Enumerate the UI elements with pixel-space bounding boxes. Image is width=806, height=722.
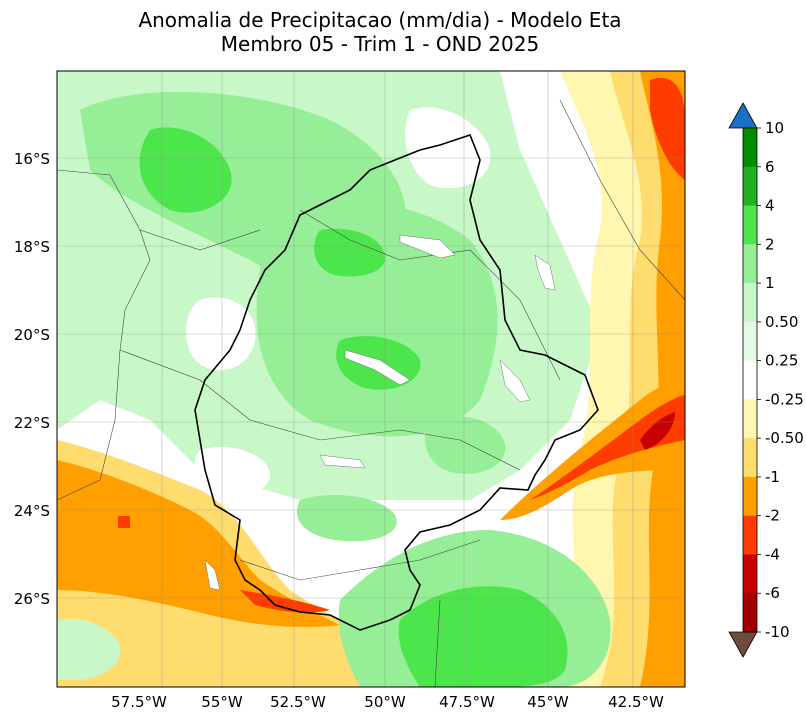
colorbar: 10 6 4 2 1 0.50 0.25 -0.25 -0.50 -1 -2 -4 -6 -10 — [728, 102, 804, 658]
colorbar-label: -0.25 — [765, 390, 804, 408]
lon-label: 50°W — [364, 693, 406, 711]
colorbar-segment — [743, 438, 757, 478]
latitude-labels: 16°S 18°S 20°S 22°S 24°S 26°S — [14, 150, 50, 608]
colorbar-label: 6 — [765, 158, 775, 176]
colorbar-segment — [743, 554, 757, 594]
lat-label: 26°S — [14, 590, 50, 608]
map-title-line-1: Anomalia de Precipitacao (mm/dia) - Mode… — [138, 8, 622, 32]
colorbar-label: 0.25 — [765, 352, 798, 370]
river-basin-outline — [194, 134, 599, 631]
colorbar-label: -10 — [765, 623, 790, 641]
graticule — [57, 71, 685, 687]
colorbar-segment — [743, 515, 757, 555]
colorbar-segment — [743, 205, 757, 245]
lon-label: 52.5°W — [270, 693, 326, 711]
longitude-labels: 57.5°W 55°W 52.5°W 50°W 47.5°W 45°W 42.5… — [111, 693, 664, 711]
colorbar-segment — [743, 128, 757, 168]
anomaly-field — [57, 71, 685, 687]
colorbar-label: -6 — [765, 584, 780, 602]
colorbar-label: 2 — [765, 235, 775, 253]
lat-label: 16°S — [14, 150, 50, 168]
colorbar-frame — [742, 127, 758, 633]
colorbar-min-extension — [728, 631, 758, 658]
colorbar-label: 1 — [765, 274, 775, 292]
colorbar-segment — [743, 399, 757, 439]
map-frame — [56, 70, 686, 688]
colorbar-segment — [743, 244, 757, 284]
lat-label: 22°S — [14, 414, 50, 432]
lat-label: 24°S — [14, 502, 50, 520]
colorbar-segment — [743, 166, 757, 207]
colorbar-segment — [743, 360, 757, 400]
colorbar-max-extension — [728, 102, 758, 129]
reservoirs — [204, 234, 556, 591]
lon-label: 47.5°W — [439, 693, 495, 711]
colorbar-segment — [743, 593, 757, 633]
colorbar-label: -4 — [765, 545, 780, 563]
colorbar-label: 10 — [765, 119, 784, 137]
lon-label: 55°W — [201, 693, 243, 711]
colorbar-label: -0.50 — [765, 429, 804, 447]
colorbar-segment — [743, 283, 757, 323]
lat-label: 20°S — [14, 326, 50, 344]
lon-label: 42.5°W — [608, 693, 664, 711]
colorbar-segment — [743, 321, 757, 362]
colorbar-label: 4 — [765, 197, 775, 215]
lat-label: 18°S — [14, 238, 50, 256]
colorbar-label: -2 — [765, 507, 780, 525]
lon-label: 45°W — [527, 693, 569, 711]
map-title-line-2: Membro 05 - Trim 1 - OND 2025 — [220, 32, 540, 56]
colorbar-label: -1 — [765, 468, 780, 486]
colorbar-segment — [743, 476, 757, 517]
colorbar-label: 0.50 — [765, 313, 798, 331]
lon-label: 57.5°W — [111, 693, 167, 711]
